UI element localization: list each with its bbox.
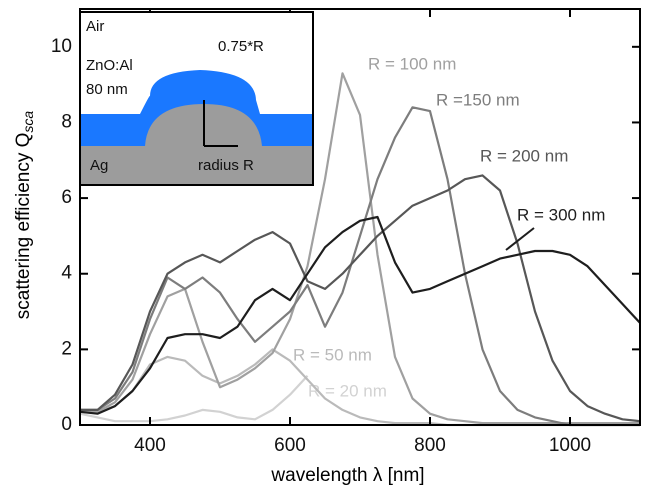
- x-tick-label: 800: [414, 435, 446, 456]
- series-line: [79, 215, 641, 415]
- annotation: Ag: [90, 157, 108, 174]
- series-label: R =150 nm: [436, 90, 520, 109]
- series-label: R = 300 nm: [517, 205, 605, 224]
- y-tick-label: 0: [61, 414, 72, 435]
- x-tick-label: 600: [274, 435, 306, 456]
- series-line: [80, 106, 640, 427]
- inset: Air ZnO:Al 80 nm 0.75*R Ag radius R: [79, 11, 314, 186]
- plot-frame: [79, 8, 641, 426]
- series-label: R = 200 nm: [480, 146, 568, 165]
- y-axis-label: scattering efficiency Qsca: [13, 111, 36, 320]
- y-axis-label-sub: sca: [20, 111, 36, 133]
- y-tick-label: 4: [61, 263, 72, 284]
- series-line: [79, 375, 309, 423]
- plot-area: R = 20 nm R = 50 nm R = 100 nm R =150 nm R =…: [51, 8, 641, 456]
- ag-layer: [81, 146, 312, 184]
- annotation: Air: [86, 18, 104, 35]
- annotation: radius R: [198, 157, 254, 174]
- y-tick-label: 8: [61, 111, 72, 132]
- annotation: 80 nm: [86, 81, 128, 98]
- y-tick-label: 2: [61, 338, 72, 359]
- series-line: [79, 72, 640, 425]
- y-tick-label: 10: [51, 36, 72, 57]
- annotation: 0.75*R: [218, 38, 264, 55]
- x-tick-label: 1000: [549, 435, 591, 456]
- x-tick-label: 400: [134, 435, 166, 456]
- y-axis-label-main: scattering efficiency Q: [13, 133, 34, 320]
- series-label: R = 100 nm: [368, 54, 456, 73]
- label-leader: [505, 227, 535, 251]
- series-label: R = 20 nm: [308, 381, 387, 400]
- x-axis-label: wavelength λ [nm]: [270, 465, 424, 486]
- annotation: ZnO:Al: [86, 57, 133, 74]
- series-line: [80, 174, 641, 423]
- y-tick-label: 6: [61, 187, 72, 208]
- series-label: R = 50 nm: [293, 345, 372, 364]
